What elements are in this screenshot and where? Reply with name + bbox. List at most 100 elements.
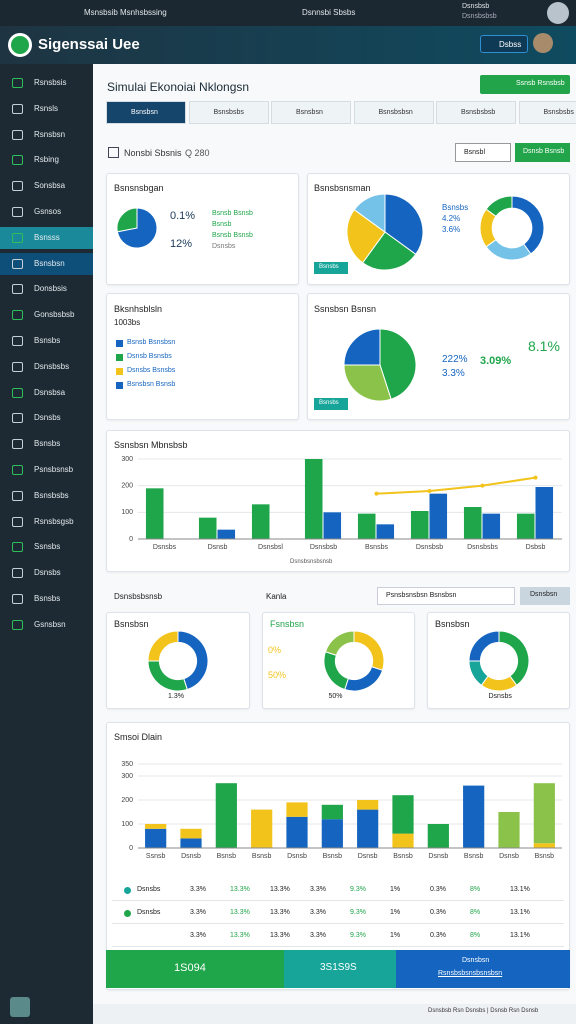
tab[interactable]: Bsnsbsbsn	[353, 101, 434, 124]
sidebar-icon	[12, 361, 23, 372]
x-tick-label: Bsnsb	[323, 853, 343, 860]
sidebar-icon	[12, 594, 23, 604]
total-link[interactable]: Rsnsbsbsnsbsnsbsn	[438, 970, 503, 977]
sidebar-item[interactable]: Gonsbsbsb	[34, 310, 75, 320]
x-tick-label: Bsnsbs	[365, 544, 388, 551]
sidebar-icon	[12, 516, 23, 527]
sidebar-item-bg[interactable]	[0, 252, 93, 275]
x-tick-label: Dsbsb	[526, 544, 546, 551]
primary-button[interactable]: Dsnsb Bsnsb	[515, 143, 570, 162]
x-tick-label: Ssnsb	[146, 853, 166, 860]
total-cell: 3S1S9S	[284, 950, 396, 988]
slice	[384, 193, 424, 256]
slice	[467, 630, 499, 662]
checkbox[interactable]	[108, 147, 119, 158]
chart	[479, 195, 545, 261]
sidebar-item[interactable]: Ssnsbs	[34, 542, 61, 552]
legend-label: Bsnsbsn Bsnsb	[127, 381, 176, 388]
slice	[323, 651, 349, 691]
search-input[interactable]: Psnsbsnsbsn Bsnsbsn	[377, 587, 515, 605]
slice	[379, 328, 417, 400]
tab[interactable]: Bsnsbsn	[106, 101, 186, 124]
line	[376, 476, 536, 495]
sidebar-item[interactable]: Rsnsls	[34, 103, 59, 113]
sidebar-icon	[12, 284, 23, 295]
legend-swatch	[116, 382, 123, 389]
table-cell: 3.3%	[310, 886, 326, 893]
header-button[interactable]: Dsbss	[480, 35, 528, 53]
bar	[376, 524, 395, 539]
note: Bsnsb	[212, 221, 232, 228]
legend-swatch	[116, 340, 123, 347]
sidebar-item[interactable]: Rsnsbsis	[34, 78, 67, 87]
stat: 50%	[268, 670, 287, 680]
line-point	[533, 475, 538, 480]
filter-label: Dsnsbsbsnsb	[114, 592, 163, 601]
avatar[interactable]	[547, 2, 569, 24]
sidebar-item[interactable]: Bsnsbs	[34, 439, 61, 449]
sidebar-item[interactable]: Rsbing	[34, 155, 59, 165]
sidebar-item[interactable]: Gsnsbsn	[34, 619, 66, 629]
sidebar-item[interactable]: Dsnsbsbs	[34, 361, 70, 371]
logo	[8, 33, 32, 57]
sidebar-icon	[12, 413, 23, 424]
row-dot	[124, 910, 131, 917]
sidebar-item[interactable]: Dsnsbs	[34, 413, 61, 423]
stat: 12%	[170, 238, 193, 250]
x-tick-label: Dsnsb	[208, 544, 228, 551]
sidebar-item[interactable]: Rsnsbsgsb	[34, 516, 74, 526]
sidebar-item[interactable]: Dsnsbs	[34, 568, 61, 578]
sidebar-item[interactable]: Bsnsbsbs	[34, 490, 69, 500]
slice	[511, 195, 545, 255]
sidebar-item[interactable]: Bsnsbsn	[34, 258, 65, 268]
table-cell: 9.3%	[350, 932, 366, 939]
slice	[485, 195, 513, 218]
primary-action[interactable]: Ssnsb Rsnsbsb	[480, 75, 570, 94]
sidebar-item[interactable]: Dsnsbsa	[34, 387, 66, 397]
sidebar-item-bg[interactable]	[0, 226, 93, 249]
chart: 0 100 200 300 350 Ssnsb Dsnsb Bsnsb Bsnsb Dsnsb Bs…	[121, 761, 562, 860]
sidebar-icon	[12, 619, 23, 630]
bar	[323, 512, 342, 539]
table-cell: 13.1%	[510, 886, 530, 893]
slice	[116, 207, 138, 233]
table-cell: Dsnsbs	[137, 909, 161, 916]
table-cell: 0.3%	[430, 932, 446, 939]
bar	[304, 459, 323, 539]
sidebar-item[interactable]: Bsnsbs	[34, 594, 61, 603]
slice	[343, 328, 381, 366]
sidebar-item[interactable]: Gsnsos	[34, 207, 62, 216]
sidebar-item[interactable]: Donsbsis	[34, 284, 67, 294]
tab[interactable]: Bsnsbsbs	[518, 101, 576, 124]
table-cell: 13.1%	[510, 909, 530, 916]
tab[interactable]: Bsnsbsn	[271, 101, 351, 124]
x-tick-label: Dsnsb	[358, 853, 378, 860]
sidebar-item[interactable]: Psnsbsnsb	[34, 465, 74, 474]
legend-label: Dsnsb Bsnsbs	[127, 353, 172, 360]
bar	[535, 487, 554, 539]
secondary-button[interactable]: Bsnsbl	[455, 143, 511, 162]
sidebar-icon	[12, 490, 23, 501]
footer: Dsnsbsb Rsn Dsnsbs | Dsnsb Rsn Dsnsb	[428, 1008, 539, 1014]
sidebar-icon	[12, 465, 23, 475]
bar	[321, 819, 343, 848]
tab[interactable]: Bsnsbsbsb	[436, 101, 516, 124]
bar	[215, 783, 237, 848]
stat: 222%	[442, 354, 468, 365]
avatar[interactable]	[533, 33, 553, 53]
stat: Bsnsbs	[442, 203, 469, 212]
filter-button[interactable]: Dsnsbsn	[520, 587, 570, 605]
sidebar-icon	[12, 387, 23, 398]
sidebar-item[interactable]: Rsnsbsn	[34, 129, 66, 139]
table-cell: 1%	[390, 886, 401, 893]
sidebar-item[interactable]: Bsnsss	[34, 232, 60, 242]
table-row-line	[112, 923, 564, 924]
y-tick-label: 300	[121, 773, 133, 780]
app-title: Sigenssai Uee	[38, 36, 140, 53]
sidebar-item[interactable]: Bsnsbs	[34, 336, 61, 345]
x-tick-label: Dsnsb	[287, 853, 307, 860]
filter-label: Kanla	[266, 592, 287, 601]
tab[interactable]: Bsnsbsbs	[188, 101, 269, 124]
sidebar-item[interactable]: Sonsbsa	[34, 181, 66, 191]
bar	[533, 843, 555, 848]
